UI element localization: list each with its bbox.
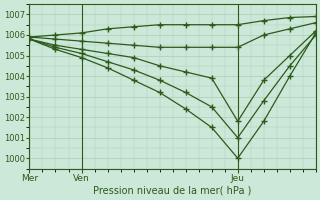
- X-axis label: Pression niveau de la mer( hPa ): Pression niveau de la mer( hPa ): [93, 186, 252, 196]
